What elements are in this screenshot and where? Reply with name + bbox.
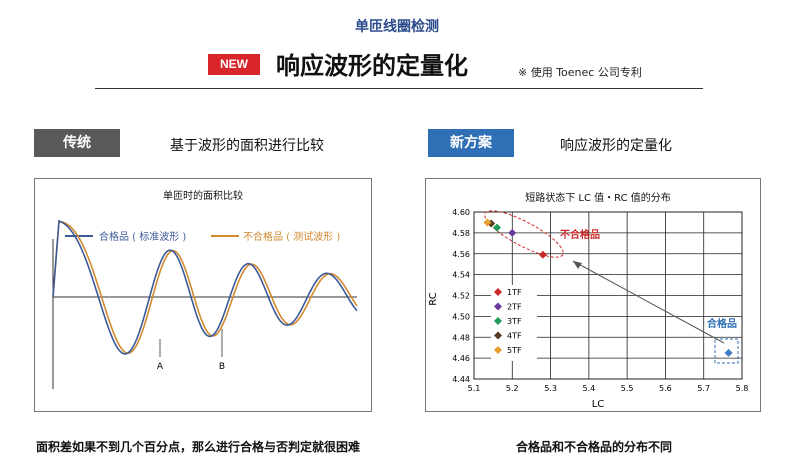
x-tick-label: 5.1	[468, 384, 481, 393]
y-tick-label: 4.52	[452, 292, 470, 301]
legend-marker-1tf	[494, 288, 502, 296]
legend-label-3tf: 3TF	[507, 317, 522, 326]
marker-a-label: A	[157, 362, 164, 372]
legend-marker-5tf	[494, 346, 502, 354]
legend-marker-3tf	[494, 317, 502, 325]
waveform-panel: 单匝时的面积比较 合格品 ( 标准波形 ) 不合格品 ( 测试波形 ) A B	[34, 178, 372, 412]
y-tick-label: 4.48	[452, 333, 470, 342]
x-tick-label: 5.4	[582, 384, 595, 393]
legend-label-4tf: 4TF	[507, 332, 522, 341]
legend-marker-2tf	[494, 302, 502, 311]
y-tick-label: 4.60	[452, 208, 470, 217]
x-axis-label: LC	[592, 399, 605, 410]
tick-labels: 5.1 5.2 5.3 5.4 5.5 5.6 5.7 5.8 4.44 4.46 4.48 4.50…	[452, 208, 748, 393]
data-point-3tf	[492, 223, 501, 232]
distribution-title: 短路状态下 LC 值・RC 值的分布	[525, 191, 671, 204]
legend-good-label: 合格品 ( 标准波形 )	[99, 230, 186, 243]
y-tick-label: 4.44	[452, 375, 470, 384]
y-axis-label: RC	[428, 292, 439, 305]
new-method-tag: 新方案	[428, 129, 514, 157]
ng-group-ellipse	[484, 210, 564, 258]
y-tick-label: 4.54	[452, 271, 470, 280]
y-tick-label: 4.50	[452, 312, 470, 321]
header-divider	[95, 88, 703, 89]
good-group-box	[714, 338, 739, 364]
distribution-chart: 短路状态下 LC 值・RC 值的分布 5.1 5.2 5.3 5.4 5.5 5.6 5.7…	[428, 191, 748, 410]
legend-label-1tf: 1TF	[507, 288, 522, 297]
bad-waveform-line	[52, 220, 358, 355]
good-group-label: 合格品	[706, 317, 737, 330]
patent-note: ※ 使用 Toenec 公司专利	[518, 66, 642, 79]
x-tick-label: 5.3	[544, 384, 557, 393]
ng-group-label: 不合格品	[560, 228, 600, 241]
x-tick-label: 5.2	[506, 384, 519, 393]
grid	[474, 212, 742, 379]
page-headline: 响应波形的定量化	[276, 52, 468, 80]
data-point-1tf	[538, 250, 547, 259]
good-waveform-line	[52, 219, 358, 355]
trend-arrow-head	[573, 261, 582, 269]
legend-marker-4tf	[494, 331, 502, 340]
traditional-footer: 面积差如果不到几个百分点，那么进行合格与否判定就很困难	[36, 440, 361, 454]
page-top-title: 单匝线圈检测	[355, 19, 439, 35]
new-badge: NEW	[208, 54, 260, 75]
marker-b-label: B	[219, 362, 225, 372]
distribution-panel: 短路状态下 LC 值・RC 值的分布 5.1 5.2 5.3 5.4 5.5 5.6 5.7…	[425, 178, 761, 412]
scatter-points	[483, 218, 733, 357]
x-tick-label: 5.7	[697, 384, 710, 393]
legend-label-2tf: 2TF	[507, 303, 522, 312]
legend-label-5tf: 5TF	[507, 346, 522, 355]
x-tick-label: 5.6	[659, 384, 672, 393]
traditional-subtitle: 基于波形的面积进行比较	[170, 138, 324, 154]
y-tick-label: 4.56	[452, 250, 470, 259]
plot-frame	[473, 211, 743, 380]
waveform-title: 单匝时的面积比较	[163, 189, 243, 202]
data-point-5tf	[483, 218, 492, 227]
y-tick-label: 4.58	[452, 229, 470, 238]
new-method-footer: 合格品和不合格品的分布不同	[516, 440, 673, 454]
new-method-subtitle: 响应波形的定量化	[560, 138, 672, 154]
waveform-chart: 单匝时的面积比较 合格品 ( 标准波形 ) 不合格品 ( 测试波形 ) A B	[52, 189, 358, 389]
data-point-合格品	[724, 348, 733, 357]
traditional-tag: 传统	[34, 129, 120, 157]
x-tick-label: 5.8	[736, 384, 749, 393]
legend-bad-label: 不合格品 ( 测试波形 )	[243, 230, 340, 243]
scatter-legend: 1TF 2TF 3TF 4TF 5TF	[491, 285, 537, 361]
x-tick-label: 5.5	[621, 384, 634, 393]
data-point-2tf	[508, 228, 517, 237]
trend-arrow-line	[572, 260, 725, 344]
y-tick-label: 4.46	[452, 354, 470, 363]
